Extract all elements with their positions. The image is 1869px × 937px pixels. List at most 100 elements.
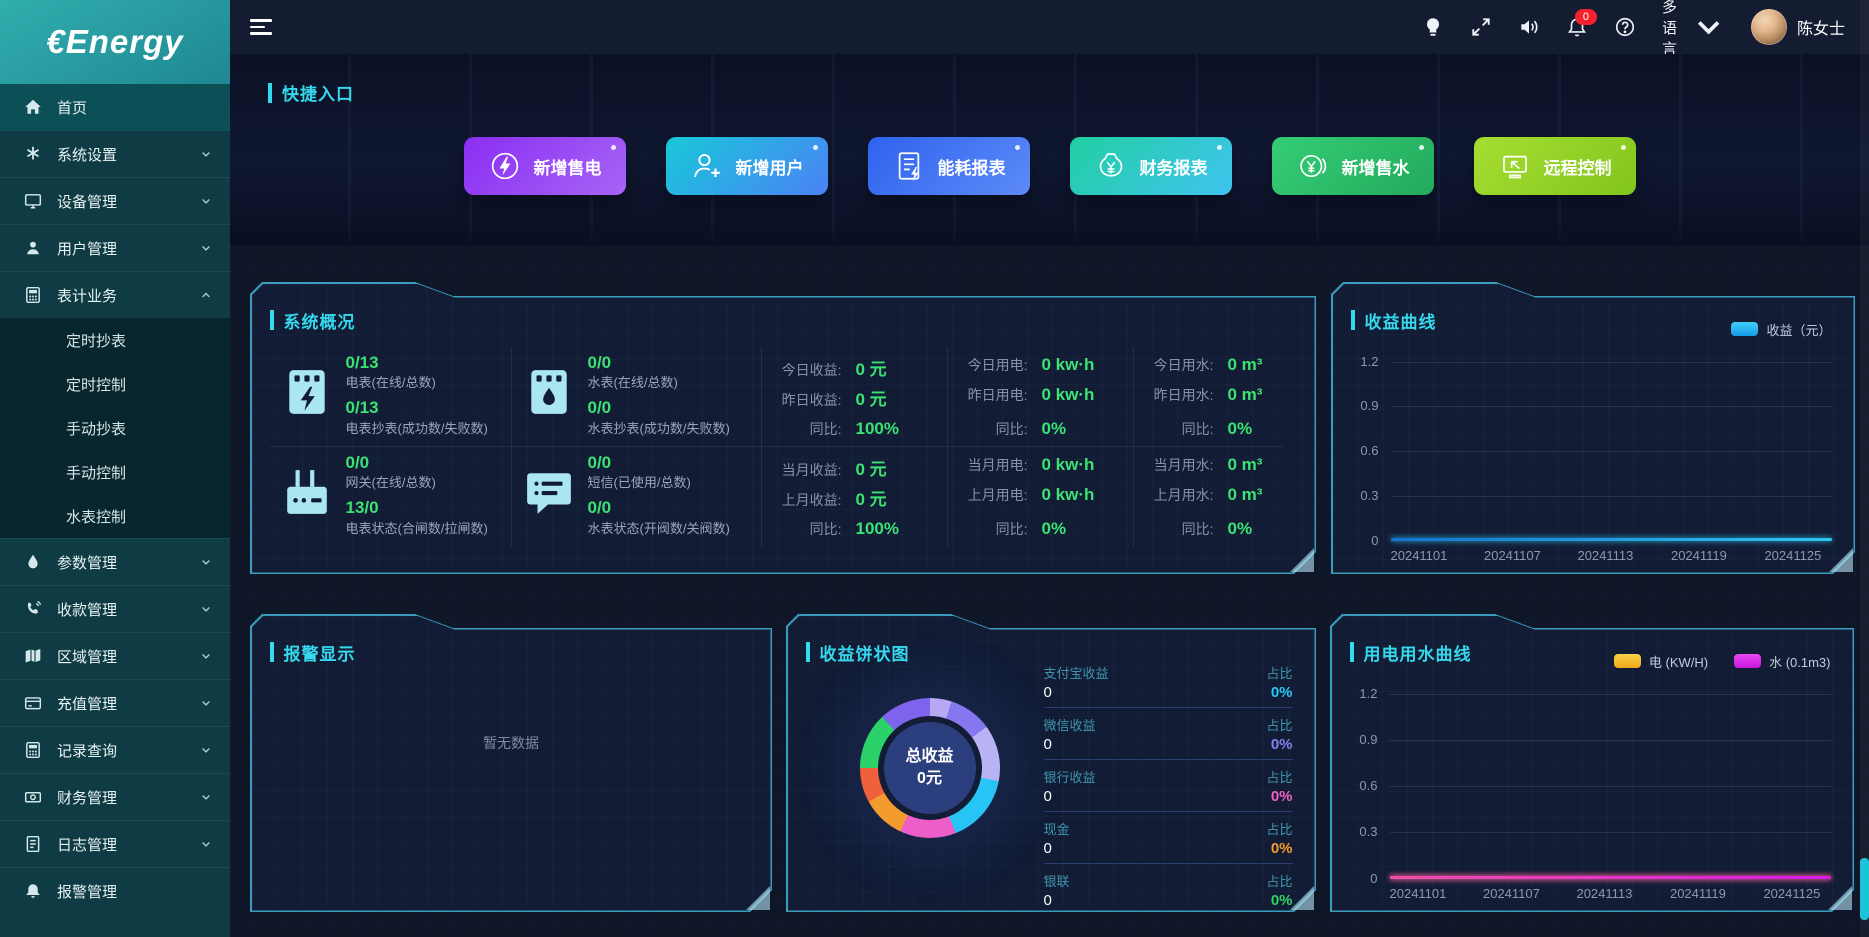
chevron-down-icon	[200, 744, 212, 756]
sidebar-item-system-settings[interactable]: 系统设置	[0, 130, 230, 177]
submenu-item-manual-control[interactable]: 手动控制	[66, 464, 127, 482]
donut-center-label: 总收益 0元	[884, 722, 976, 814]
sidebar-item-area-management[interactable]: 区域管理	[0, 632, 230, 679]
electricity-month-stats: 当月用电: 0 kw·h 上月用电: 0 kw·h 同比: 0%	[948, 447, 1134, 547]
quick-entry-title: 快捷入口	[230, 54, 1869, 105]
sidebar-item-user-management[interactable]: 用户管理	[0, 224, 230, 271]
list-item-wechat: 微信收益 占比 0 0%	[1044, 708, 1293, 760]
sms-icon	[524, 467, 574, 517]
chevron-down-icon	[200, 148, 212, 160]
revenue-curve-title: 收益曲线	[1333, 284, 1854, 333]
sidebar-item-finance-management[interactable]: 财务管理	[0, 773, 230, 820]
notifications-bell-icon[interactable]: 0	[1566, 9, 1597, 38]
revenue-today-stats: 今日收益: 0 元 昨日收益: 0 元 同比: 100%	[762, 347, 948, 447]
chevron-down-icon	[200, 838, 212, 850]
app-logo: €Energy	[0, 0, 230, 84]
legend-swatch	[1614, 654, 1641, 668]
water-meter-stat: 0/0 水表(在线/总数) 0/0 水表抄表(成功数/失败数)	[512, 347, 762, 447]
sidebar-item-payment-management[interactable]: 收款管理	[0, 585, 230, 632]
remote-control-icon	[1498, 149, 1532, 183]
gateway-stat: 0/0 网关(在线/总数) 13/0 电表状态(合闸数/拉闸数)	[270, 447, 512, 547]
button-accent-dot	[1418, 145, 1424, 150]
alarm-icon	[24, 882, 42, 900]
revenue-donut-chart: 总收益 0元	[860, 698, 1000, 838]
user-icon	[24, 239, 42, 257]
energy-report-button[interactable]: 能耗报表	[867, 137, 1030, 195]
chevron-up-icon	[200, 289, 212, 301]
revenue-breakdown-list: 支付宝收益 占比 0 0% 微信收益 占比 0 0% 银行收益 占比 0 0%	[1044, 656, 1293, 916]
home-icon	[24, 98, 42, 116]
list-item-cash: 现金 占比 0 0%	[1044, 812, 1293, 864]
sidebar-nav: 首页 系统设置 设备管理 用户管理 表计业务	[0, 84, 230, 937]
new-electricity-sale-button[interactable]: 新增售电	[463, 137, 626, 195]
revenue-curve-panel: 收益曲线 收益（元） 1.2 0.9 0.6 0.3 0 20241101 20241107…	[1331, 282, 1855, 574]
sidebar-item-parameter-management[interactable]: 参数管理	[0, 538, 230, 585]
notification-badge: 0	[1574, 9, 1597, 25]
username: 陈女士	[1796, 21, 1845, 38]
meter-business-submenu: 定时抄表 定时控制 手动抄表 手动控制 水表控制	[0, 318, 230, 538]
fullscreen-icon[interactable]	[1470, 16, 1492, 38]
meter-icon	[24, 286, 42, 304]
electricity-today-stats: 今日用电: 0 kw·h 昨日用电: 0 kw·h 同比: 0%	[948, 347, 1134, 447]
language-switcher[interactable]: 多语言	[1662, 0, 1725, 59]
button-accent-dot	[610, 145, 616, 150]
usage-curve-title: 用电用水曲线	[1332, 616, 1853, 665]
bolt-circle-icon	[488, 149, 522, 183]
chevron-down-icon	[1697, 21, 1720, 35]
submenu-item-water-meter-control[interactable]: 水表控制	[66, 508, 127, 526]
chevron-down-icon	[200, 242, 212, 254]
menu-toggle-icon[interactable]	[250, 19, 272, 35]
sidebar-item-device-management[interactable]: 设备管理	[0, 177, 230, 224]
sidebar-item-home[interactable]: 首页	[0, 84, 230, 130]
usage-legend: 电 (KW/H) 水 (0.1m3)	[1614, 652, 1831, 671]
help-icon[interactable]	[1614, 16, 1636, 38]
sidebar-item-recharge-management[interactable]: 充值管理	[0, 679, 230, 726]
submenu-item-scheduled-reading[interactable]: 定时抄表	[66, 332, 127, 350]
legend-item-water[interactable]: 水 (0.1m3)	[1734, 652, 1830, 671]
main-area: 0 多语言 陈女士 快捷入口	[230, 0, 1869, 937]
quick-entry-banner: 快捷入口 新增售电 新增用户 能耗报表	[230, 54, 1869, 246]
finance-report-button[interactable]: 财务报表	[1069, 137, 1232, 195]
submenu-item-scheduled-control[interactable]: 定时控制	[66, 376, 127, 394]
button-accent-dot	[812, 145, 818, 150]
user-menu[interactable]: 陈女士	[1750, 9, 1845, 45]
legend-item-revenue[interactable]: 收益（元）	[1731, 320, 1831, 339]
log-icon	[24, 835, 42, 853]
light-bulb-icon[interactable]	[1422, 16, 1444, 38]
submenu-item-manual-reading[interactable]: 手动抄表	[66, 420, 127, 438]
finance-icon	[24, 788, 42, 806]
water-month-stats: 当月用水: 0 m³ 上月用水: 0 m³ 同比: 0%	[1153, 454, 1263, 538]
system-overview-panel: 系统概况 0/13 电表(在线/总数) 0/13 电表抄表(成功数/失败数)	[250, 282, 1316, 574]
revenue-chart-plot: 1.2 0.9 0.6 0.3 0 20241101 20241107 20241113 202…	[1391, 362, 1832, 541]
chevron-down-icon	[200, 603, 212, 615]
sidebar-item-alarm-management[interactable]: 报警管理	[0, 867, 230, 914]
device-icon	[24, 192, 42, 210]
recharge-icon	[24, 694, 42, 712]
new-water-sale-button[interactable]: 新增售水	[1271, 137, 1434, 195]
sidebar: €Energy 首页 系统设置 设备管理 用户管理	[0, 0, 230, 937]
gateway-icon	[282, 467, 332, 517]
electric-meter-stat: 0/13 电表(在线/总数) 0/13 电表抄表(成功数/失败数)	[270, 347, 512, 447]
sidebar-item-meter-business[interactable]: 表计业务	[0, 271, 230, 318]
volume-icon[interactable]	[1518, 16, 1540, 38]
dashboard-content: 系统概况 0/13 电表(在线/总数) 0/13 电表抄表(成功数/失败数)	[230, 246, 1869, 937]
droplet-icon	[24, 553, 42, 571]
chevron-down-icon	[200, 195, 212, 207]
new-user-button[interactable]: 新增用户	[665, 137, 828, 195]
revenue-pie-title: 收益饼状图	[788, 616, 1315, 665]
settings-icon	[24, 145, 42, 163]
energy-report-icon	[892, 149, 926, 183]
sidebar-item-record-query[interactable]: 记录查询	[0, 726, 230, 773]
user-plus-icon	[690, 149, 724, 183]
scrollbar-thumb[interactable]	[1860, 858, 1869, 920]
legend-item-electricity[interactable]: 电 (KW/H)	[1614, 652, 1708, 671]
avatar[interactable]	[1750, 9, 1787, 45]
sidebar-item-log-management[interactable]: 日志管理	[0, 820, 230, 867]
remote-control-button[interactable]: 远程控制	[1473, 137, 1636, 195]
scrollbar-track	[1860, 0, 1869, 937]
sms-stat: 0/0 短信(已使用/总数) 0/0 水表状态(开阀数/关阀数)	[512, 447, 762, 547]
list-item-unionpay: 银联 占比 0 0%	[1044, 864, 1293, 916]
electric-meter-icon	[282, 367, 332, 417]
button-accent-dot	[1216, 145, 1222, 150]
usage-curve-panel: 用电用水曲线 电 (KW/H) 水 (0.1m3)	[1330, 614, 1854, 912]
